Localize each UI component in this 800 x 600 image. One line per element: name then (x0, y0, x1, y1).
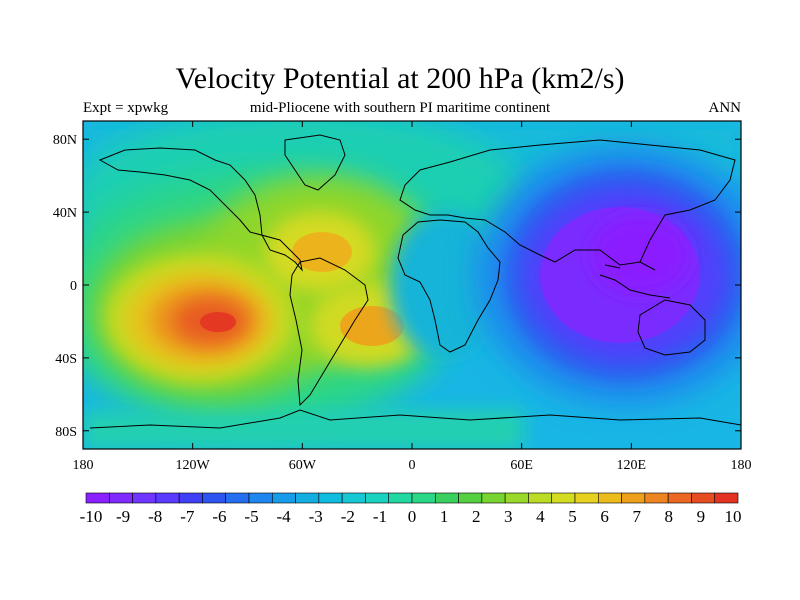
x-tick-label: 180 (731, 458, 752, 473)
x-tick-label: 0 (409, 458, 416, 473)
colorbar-swatch (574, 492, 599, 504)
colorbar-label: 4 (536, 507, 545, 526)
colorbar-label: 5 (568, 507, 577, 526)
colorbar-swatch (318, 492, 343, 504)
colorbar-swatch (411, 492, 436, 504)
colorbar-label: -4 (277, 507, 292, 526)
north-america-coast (98, 147, 303, 272)
africa-coast (397, 219, 501, 353)
colorbar-label: 1 (440, 507, 449, 526)
season-label: ANN (708, 100, 742, 116)
map-title: Velocity Potential at 200 hPa (km2/s) (175, 62, 625, 95)
colorbar-label: -7 (180, 507, 195, 526)
colorbar-swatch (551, 492, 576, 504)
colorbar-swatch (621, 492, 646, 504)
colorbar-label: -9 (116, 507, 130, 526)
greenland-coast (284, 134, 346, 191)
colorbar-swatch (365, 492, 390, 504)
antarctica-coast (89, 409, 741, 429)
colorbar-label: -3 (309, 507, 323, 526)
colorbar-swatch (597, 492, 622, 504)
colorbar-swatch (481, 492, 506, 504)
x-tick-label: 120W (176, 458, 211, 473)
colorbar-swatch (691, 492, 716, 504)
colorbar-swatch (225, 492, 250, 504)
colorbar-label: -2 (341, 507, 355, 526)
experiment-label: Expt = xpwkg (83, 100, 169, 116)
colorbar-swatch (155, 492, 180, 504)
colorbar-swatch (644, 492, 669, 504)
colorbar: -10 -9 -8 -7 -6 -5 -4 -3 -2 -1 0 1 2 3 4 5 6 7 8 9 10 (80, 492, 742, 526)
colorbar-swatch (85, 492, 110, 504)
colorbar-swatch (341, 492, 366, 504)
colorbar-label: 0 (408, 507, 417, 526)
colorbar-label: -10 (80, 507, 103, 526)
filled-contours (83, 121, 741, 449)
colorbar-label: 9 (697, 507, 706, 526)
colorbar-label: 3 (504, 507, 513, 526)
colorbar-swatch (504, 492, 529, 504)
y-tick-label: 80S (55, 425, 77, 440)
colorbar-label: 6 (600, 507, 609, 526)
colorbar-label: 2 (472, 507, 481, 526)
map-subtitle: mid-Pliocene with southern PI maritime c… (249, 100, 551, 116)
colorbar-swatch (714, 492, 739, 504)
colorbar-swatch (388, 492, 413, 504)
y-tick-label: 0 (70, 279, 77, 294)
colorbar-swatch (202, 492, 227, 504)
y-tick-label: 40S (55, 352, 77, 367)
colorbar-swatch (528, 492, 553, 504)
colorbar-swatch (295, 492, 320, 504)
colorbar-swatch (132, 492, 157, 504)
y-tick-label: 80N (53, 133, 77, 148)
x-tick-label: 180 (73, 458, 94, 473)
colorbar-label: -8 (148, 507, 162, 526)
longitude-axis: 180 120W 60W 0 60E 120E 180 (73, 121, 752, 473)
colorbar-label: -5 (244, 507, 258, 526)
colorbar-swatch (434, 492, 459, 504)
coastlines (89, 134, 741, 429)
colorbar-swatch (248, 492, 273, 504)
colorbar-swatch (108, 492, 133, 504)
colorbar-swatch (178, 492, 203, 504)
colorbar-label: -1 (373, 507, 387, 526)
y-tick-label: 40N (53, 206, 77, 221)
latitude-axis: 80N 40N 0 40S 80S (53, 133, 741, 440)
colorbar-swatch (667, 492, 692, 504)
colorbar-label: -6 (212, 507, 226, 526)
x-tick-label: 120E (617, 458, 647, 473)
south-america-coast (289, 257, 369, 407)
eurasia-coast (399, 139, 736, 266)
x-tick-label: 60E (510, 458, 533, 473)
colorbar-swatch (458, 492, 483, 504)
maritime-continent-coast (599, 261, 671, 299)
colorbar-label: 10 (725, 507, 742, 526)
x-tick-label: 60W (289, 458, 317, 473)
australia-coast (637, 299, 706, 356)
colorbar-swatch (271, 492, 296, 504)
colorbar-label: 8 (665, 507, 674, 526)
colorbar-label: 7 (632, 507, 641, 526)
